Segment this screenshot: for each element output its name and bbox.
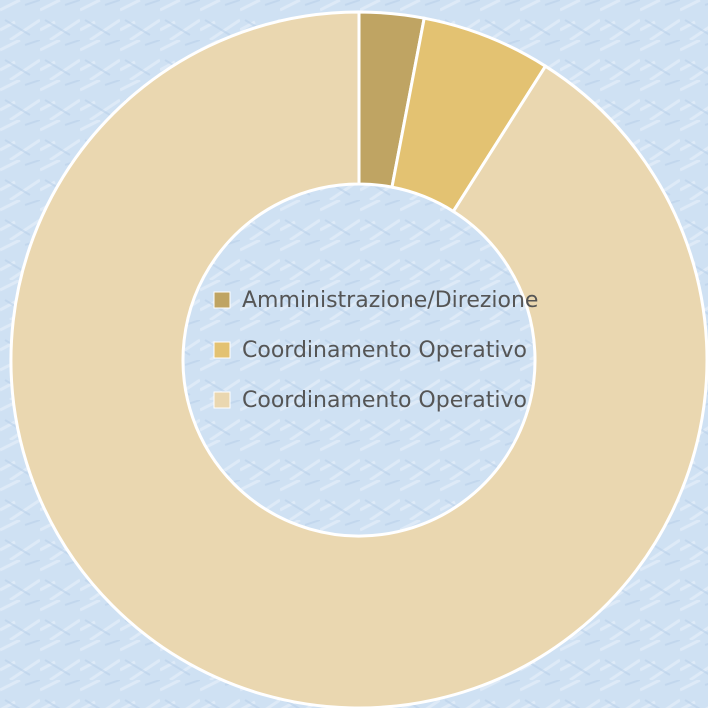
- donut-slice: [9, 10, 708, 708]
- legend-label: Amministrazione/Direzione: [242, 288, 538, 313]
- legend-label: Coordinamento Operativo: [242, 338, 527, 363]
- legend-label: Coordinamento Operativo: [242, 388, 527, 413]
- legend-swatch: [213, 341, 231, 359]
- legend-swatch: [213, 391, 231, 409]
- legend-swatch: [213, 291, 231, 309]
